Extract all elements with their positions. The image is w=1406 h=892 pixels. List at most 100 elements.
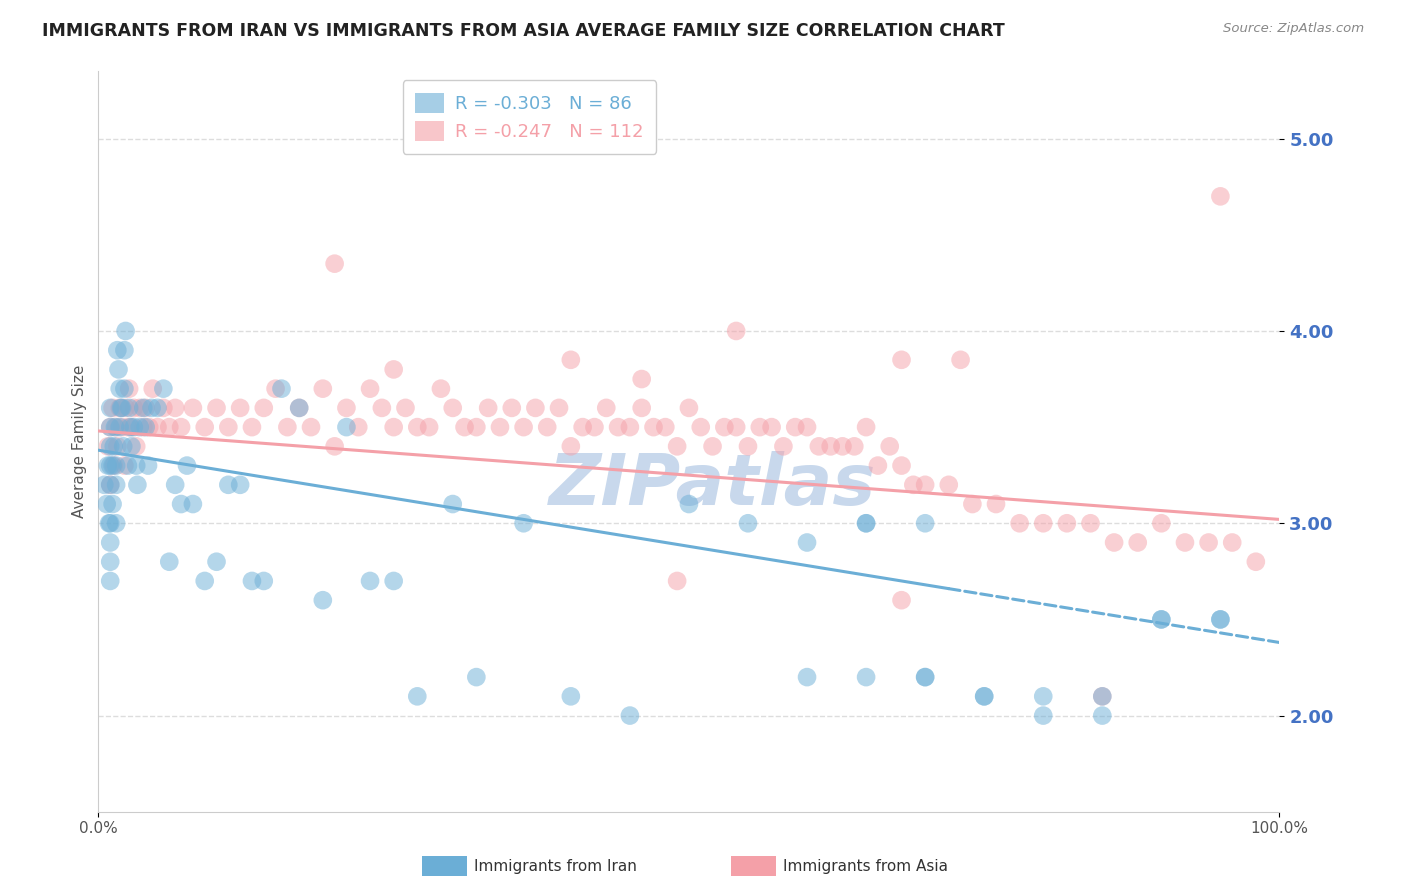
Point (101, 497, 124, 511)
Point (299, 420, 322, 434)
Point (725, 420, 748, 434)
Point (194, 574, 217, 588)
Point (253, 401, 276, 415)
Point (288, 401, 311, 415)
Point (796, 535, 818, 549)
Point (1032, 708, 1054, 723)
Point (101, 401, 124, 415)
Point (524, 401, 547, 415)
Point (112, 458, 135, 473)
Point (347, 420, 370, 434)
Point (117, 458, 139, 473)
Point (101, 458, 124, 473)
Point (217, 420, 239, 434)
Point (1008, 516, 1031, 531)
Point (335, 420, 357, 434)
Point (855, 670, 877, 684)
Point (114, 401, 136, 415)
Point (1091, 708, 1114, 723)
Point (108, 382, 131, 396)
Point (548, 401, 571, 415)
Point (406, 420, 429, 434)
Point (105, 343, 128, 358)
Point (194, 420, 217, 434)
Point (105, 458, 128, 473)
Point (430, 382, 453, 396)
Point (489, 420, 512, 434)
Point (382, 420, 405, 434)
Point (359, 574, 381, 588)
Point (666, 574, 689, 588)
Point (132, 401, 155, 415)
Point (406, 690, 429, 704)
Point (98, 420, 121, 434)
Point (97, 439, 120, 453)
Point (1150, 516, 1173, 531)
Point (820, 439, 842, 453)
Point (418, 420, 440, 434)
Point (205, 401, 228, 415)
Point (512, 516, 534, 531)
Point (111, 401, 134, 415)
Point (229, 401, 252, 415)
Point (128, 420, 150, 434)
Point (855, 516, 877, 531)
Point (855, 420, 877, 434)
Point (108, 420, 131, 434)
Point (890, 352, 912, 367)
Point (1056, 516, 1078, 531)
Point (619, 708, 641, 723)
Point (229, 478, 252, 492)
Point (323, 257, 346, 271)
Point (103, 439, 125, 453)
Point (512, 420, 534, 434)
Point (335, 401, 357, 415)
Point (1091, 690, 1114, 704)
Point (453, 420, 475, 434)
Point (796, 670, 818, 684)
Point (666, 439, 689, 453)
Point (165, 401, 187, 415)
Point (240, 420, 263, 434)
Point (181, 497, 204, 511)
Point (619, 420, 641, 434)
Point (1209, 612, 1232, 626)
Point (914, 670, 936, 684)
Point (678, 401, 700, 415)
Point (142, 382, 165, 396)
Point (105, 478, 128, 492)
Point (607, 420, 630, 434)
Point (879, 439, 901, 453)
Point (103, 458, 125, 473)
Point (866, 458, 889, 473)
Point (844, 439, 866, 453)
Y-axis label: Average Family Size: Average Family Size (72, 365, 87, 518)
Point (1209, 612, 1232, 626)
Point (104, 420, 127, 434)
Point (118, 382, 141, 396)
Point (105, 420, 128, 434)
Point (1198, 535, 1220, 549)
Point (181, 401, 204, 415)
Point (890, 593, 912, 607)
Point (152, 401, 174, 415)
Point (98, 574, 121, 588)
Point (157, 555, 180, 569)
Point (949, 352, 972, 367)
Point (1174, 535, 1197, 549)
Text: Immigrants from Asia: Immigrants from Asia (783, 859, 948, 873)
Point (737, 516, 759, 531)
Point (654, 420, 676, 434)
Point (914, 670, 936, 684)
Point (501, 401, 523, 415)
Point (270, 382, 292, 396)
Text: ZIPatlas: ZIPatlas (548, 451, 876, 520)
Point (689, 420, 711, 434)
Point (737, 439, 759, 453)
Point (98, 478, 121, 492)
Point (785, 420, 807, 434)
Point (121, 420, 143, 434)
Point (240, 574, 263, 588)
Point (98, 516, 121, 531)
Point (359, 382, 381, 396)
